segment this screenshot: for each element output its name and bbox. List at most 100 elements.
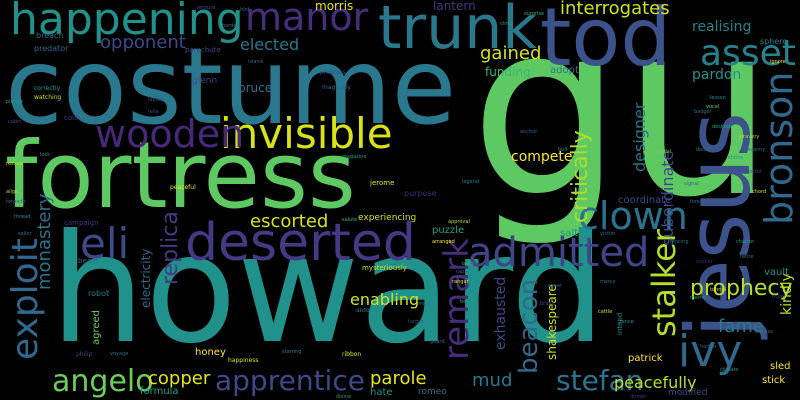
word-tunnel: tunnel	[710, 287, 726, 293]
word-bravery: bravery	[740, 134, 760, 140]
word-copper: copper	[148, 368, 211, 389]
word-clinic: clinic	[500, 21, 513, 27]
word-fortress: fortress	[5, 122, 356, 229]
word-sphere: sphere	[760, 37, 788, 46]
word-lantern: lantern	[433, 0, 476, 13]
word-designer: designer	[630, 102, 649, 173]
word-maker: maker	[418, 301, 434, 307]
word-oath: oath	[462, 261, 474, 267]
word-peaceful: peaceful	[170, 184, 196, 191]
word-hint: hint	[240, 7, 250, 13]
word-philip: philip	[76, 351, 93, 358]
word-soldier: soldier	[696, 259, 713, 265]
word-progress: progress	[320, 69, 346, 76]
word-morris: morris	[315, 0, 354, 13]
word-thread: thread	[14, 214, 31, 220]
word-target: target	[408, 319, 424, 325]
word-surprise: surprise	[524, 11, 545, 17]
word-fencing: fencing	[670, 239, 689, 245]
word-bruce: bruce	[238, 81, 273, 95]
word-arranged: arranged	[432, 239, 455, 245]
word-border: border	[222, 23, 239, 29]
word-fence: fence	[620, 319, 634, 325]
word-glenn: glenn	[192, 76, 218, 86]
word-replica: replica	[158, 211, 183, 285]
word-jerome: jerome	[370, 179, 395, 187]
word-cabin: cabin	[8, 119, 22, 125]
word-chord: chord	[752, 189, 767, 195]
word-lock: lock	[40, 152, 51, 158]
word-vault: vault	[764, 267, 790, 278]
word-beacon: beacon	[514, 278, 544, 374]
word-parole: parole	[370, 368, 427, 389]
word-lesson: lesson	[710, 95, 726, 101]
word-sled: sled	[770, 361, 791, 372]
word-align: align	[6, 189, 19, 195]
word-badger: badger	[694, 109, 712, 115]
word-apprentice: apprentice	[215, 364, 365, 397]
word-victim: victim	[600, 231, 616, 237]
word-divine: divine	[336, 394, 352, 400]
word-agreed: agreed	[91, 309, 102, 345]
word-sailor: sailor	[18, 231, 32, 237]
word-beam: beam	[78, 257, 98, 265]
word-belief: belief	[460, 299, 474, 305]
word-critically: critically	[568, 130, 593, 223]
word-interrogates: interrogates	[560, 0, 670, 19]
word-mysteriously: mysteriously	[362, 264, 407, 272]
word-campaign: campaign	[64, 219, 99, 227]
word-fame: fame	[718, 316, 764, 337]
word-pardon: pardon	[692, 67, 742, 83]
word-ranger: ranger	[452, 279, 469, 285]
word-angelo: angelo	[52, 364, 154, 399]
word-magically: magically	[322, 84, 351, 91]
word-bronson: bronson	[757, 71, 800, 225]
word-pledge: pledge	[6, 99, 24, 105]
word-coordinate: coordinate	[618, 195, 672, 206]
word-trunk: trunk	[378, 0, 537, 63]
word-cattle: cattle	[598, 309, 613, 315]
word-parachute: parachute	[185, 46, 221, 54]
word-torpedo: torpedo	[6, 199, 26, 205]
word-invisible: invisible	[220, 109, 393, 158]
word-shrine: shrine	[728, 155, 744, 161]
word-eli: eli	[80, 219, 130, 268]
word-romeo: romeo	[418, 387, 447, 397]
word-legend: legend	[462, 179, 480, 185]
word-mercy: mercy	[600, 279, 616, 285]
word-asset: asset	[700, 33, 796, 74]
word-rap: rap	[456, 269, 465, 275]
word-vocal: vocal	[706, 104, 720, 110]
word-deserted: deserted	[185, 213, 416, 273]
word-stefan: stefan	[556, 364, 644, 397]
word-climate: climate	[720, 367, 739, 373]
word-happiness: happiness	[228, 357, 259, 364]
word-monastery: monastery	[34, 193, 55, 290]
word-exhausted: exhausted	[493, 276, 509, 350]
word-prophecy: prophecy	[690, 276, 793, 301]
word-doubt: doubt	[696, 147, 711, 153]
word-peacefully: peacefully	[614, 373, 697, 392]
word-robot: robot	[88, 289, 110, 298]
word-funding: funding	[485, 65, 531, 79]
word-admitted: admitted	[468, 230, 650, 276]
word-experiencing: experiencing	[358, 213, 417, 223]
word-brave: brave	[540, 301, 555, 307]
word-shakespeare: shakespeare	[545, 284, 559, 360]
word-salute: salute	[342, 217, 358, 223]
word-happening: happening	[10, 0, 244, 45]
word-puzzle: puzzle	[432, 225, 465, 236]
word-ignore: ignore	[770, 59, 786, 65]
word-honey: honey	[195, 347, 226, 358]
word-tod: tod	[540, 0, 672, 84]
word-approval: approval	[448, 219, 470, 225]
word-island: island	[248, 59, 263, 65]
word-manor: manor	[245, 0, 369, 39]
word-hate: hate	[370, 387, 393, 398]
word-gu: gu	[470, 0, 775, 250]
word-harbor: harbor	[700, 344, 717, 350]
word-opponent: opponent	[100, 32, 186, 53]
word-venture: venture	[196, 5, 216, 11]
word-fella: fella	[148, 109, 159, 115]
word-retire: retire	[740, 254, 754, 260]
